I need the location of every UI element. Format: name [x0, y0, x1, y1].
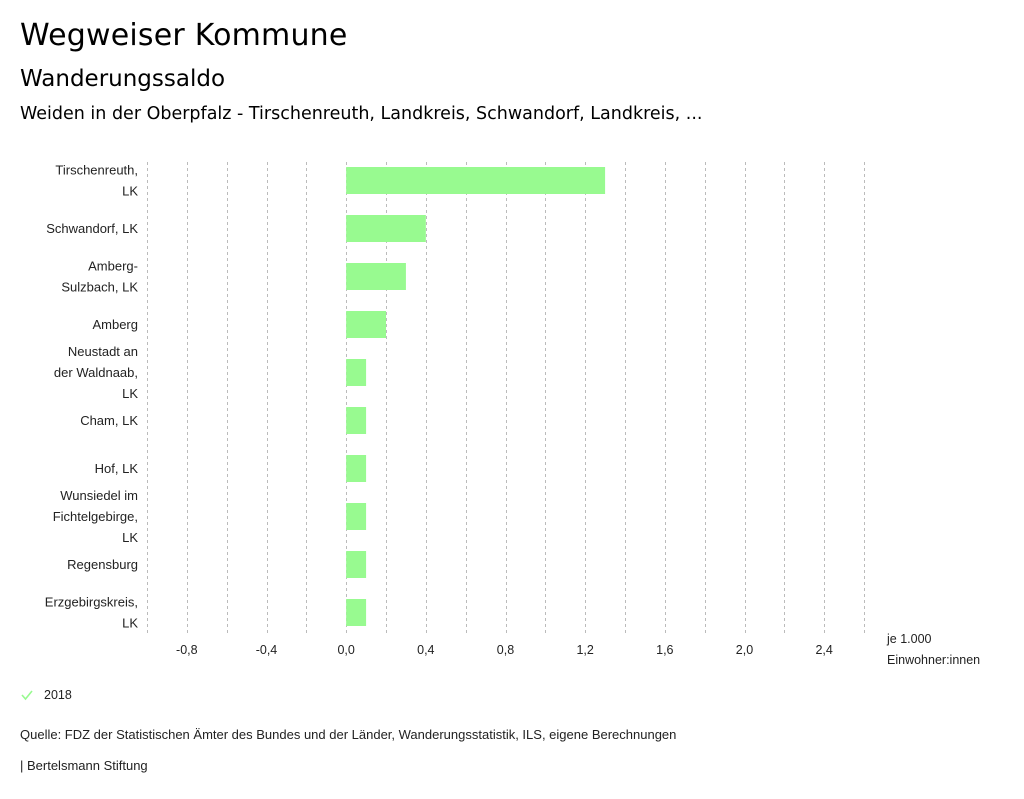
tick-label: -0,4	[256, 643, 278, 657]
tick-label: 2,4	[815, 643, 832, 657]
bar[interactable]	[346, 551, 367, 578]
tick-label: 2,0	[736, 643, 753, 657]
category-label: Neustadt an	[68, 344, 138, 359]
category-label: Fichtelgebirge,	[53, 509, 138, 524]
axis-unit-label: je 1.000 Einwohner:innen	[886, 632, 980, 667]
grid-lines	[147, 162, 865, 636]
bar[interactable]	[346, 407, 367, 434]
bar[interactable]	[346, 167, 606, 194]
category-label: Regensburg	[67, 557, 138, 572]
category-labels: Tirschenreuth, LK Schwandorf, LK Amberg- Sul…	[45, 163, 139, 631]
bar[interactable]	[346, 599, 367, 626]
category-label: Amberg-	[88, 259, 138, 274]
category-label: Sulzbach, LK	[61, 280, 138, 295]
tick-label: 0,0	[337, 643, 354, 657]
source-note: Quelle: FDZ der Statistischen Ämter des …	[20, 727, 677, 742]
category-label: Wunsiedel im	[60, 488, 138, 503]
bar[interactable]	[346, 263, 406, 290]
category-label: LK	[122, 530, 138, 545]
category-label: Amberg	[92, 317, 138, 332]
category-label: LK	[122, 386, 138, 401]
bars	[346, 167, 606, 626]
legend-label-2018: 2018	[44, 688, 72, 702]
tick-labels: -0,8 -0,4 0,0 0,4 0,8 1,2 1,6 2,0 2,4	[176, 643, 833, 657]
bar[interactable]	[346, 359, 367, 386]
tick-label: -0,8	[176, 643, 198, 657]
region-selection: Weiden in der Oberpfalz - Tirschenreuth,…	[20, 104, 703, 124]
axis-unit-label-line: je 1.000	[886, 632, 932, 646]
check-icon	[21, 690, 33, 701]
bar-chart: Tirschenreuth, LK Schwandorf, LK Amberg- Sul…	[45, 162, 980, 667]
category-label: Tirschenreuth,	[55, 163, 138, 178]
category-label: Schwandorf, LK	[46, 221, 138, 236]
tick-label: 1,6	[656, 643, 673, 657]
tick-label: 0,4	[417, 643, 434, 657]
category-label: LK	[122, 616, 138, 631]
category-label: Erzgebirgskreis,	[45, 595, 138, 610]
axis-unit-label-line: Einwohner:innen	[887, 653, 980, 667]
category-label: Hof, LK	[95, 461, 139, 476]
category-label: LK	[122, 184, 138, 199]
bar[interactable]	[346, 215, 426, 242]
bar[interactable]	[346, 311, 386, 338]
page-title: Wegweiser Kommune	[20, 18, 348, 53]
bar[interactable]	[346, 455, 367, 482]
legend[interactable]: 2018	[20, 688, 72, 702]
category-label: Cham, LK	[80, 413, 138, 428]
bar[interactable]	[346, 503, 367, 530]
category-label: der Waldnaab,	[54, 365, 138, 380]
brand-credit: | Bertelsmann Stiftung	[20, 758, 148, 773]
chart-subtitle: Wanderungssaldo	[20, 66, 226, 92]
tick-label: 1,2	[576, 643, 593, 657]
tick-label: 0,8	[497, 643, 514, 657]
